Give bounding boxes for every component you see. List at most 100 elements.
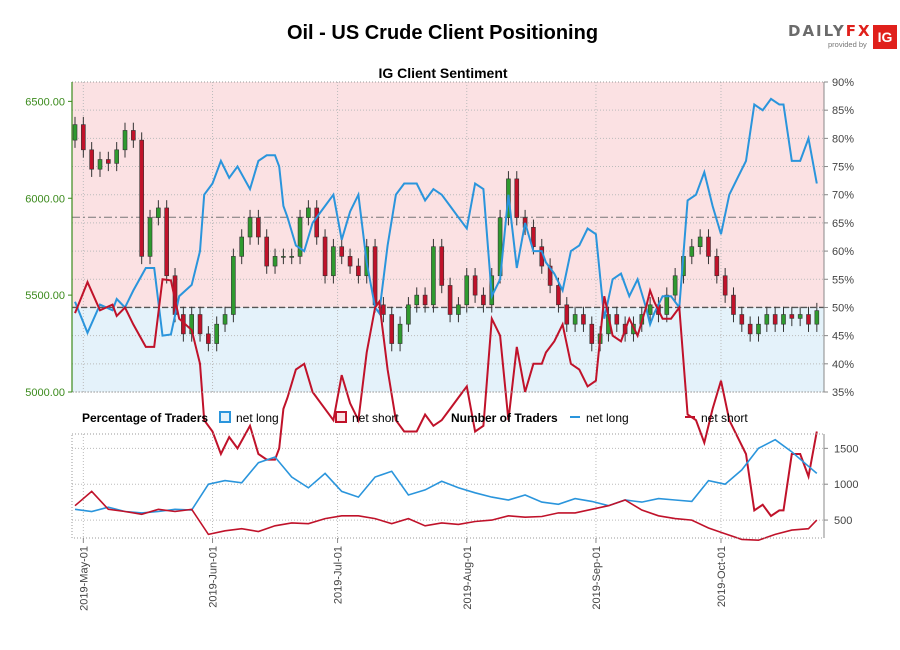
candle-body xyxy=(797,314,803,319)
candle-body xyxy=(389,314,395,344)
count-tick-label: 1500 xyxy=(834,443,858,455)
count-tick-label: 500 xyxy=(834,515,852,527)
candle-body xyxy=(347,256,353,267)
date-axis-ticks: 2019-May-01 2019-Jun-01 2019-Jul-01 2019-Au… xyxy=(78,538,728,611)
date-tick-label: 2019-Oct-01 xyxy=(716,546,728,607)
trader-count-lines xyxy=(74,438,818,542)
candle-body xyxy=(214,323,219,344)
candle-body xyxy=(381,304,386,315)
panel-title: IG Client Sentiment xyxy=(378,65,507,81)
percent-tick-label: 50% xyxy=(832,302,854,314)
lower-panel-frame xyxy=(71,433,825,539)
count-tick-label: 1000 xyxy=(834,479,858,491)
candle-body xyxy=(297,217,303,257)
candle-body xyxy=(664,294,670,315)
candle-body xyxy=(147,217,153,257)
percent-axis-ticks: 35% 40% 45% 50% 55% 60% 65% 70% 75% 80% 85% 90% xyxy=(824,77,854,399)
candle-body xyxy=(481,294,486,306)
candle-body xyxy=(222,314,228,325)
legend-num-title: Number of Traders xyxy=(451,411,558,425)
candle-body xyxy=(331,246,336,277)
logo-provided-by: provided by xyxy=(828,40,867,49)
candle-body xyxy=(397,323,403,344)
percent-tick-label: 40% xyxy=(832,359,854,371)
candle-body xyxy=(672,275,678,296)
candle-body xyxy=(239,236,245,257)
percent-tick-label: 85% xyxy=(832,105,854,117)
candle-body xyxy=(689,246,695,257)
candle-body xyxy=(289,256,295,258)
date-tick-label: 2019-Jul-01 xyxy=(333,546,345,604)
percent-tick-label: 45% xyxy=(832,331,854,343)
candle-body xyxy=(697,236,703,247)
candle-body xyxy=(431,246,436,306)
candle-body xyxy=(706,236,711,257)
candle-body xyxy=(422,294,428,306)
candle-body xyxy=(472,275,478,296)
price-candles xyxy=(72,116,820,352)
candle-body xyxy=(764,314,770,325)
candle-body xyxy=(781,314,786,325)
candle-body xyxy=(89,149,94,170)
percent-tick-label: 80% xyxy=(832,133,854,145)
price-tick-label: 5000.00 xyxy=(25,387,65,399)
candle-body xyxy=(731,294,736,315)
candle-body xyxy=(564,304,570,325)
candle-body xyxy=(131,130,136,141)
percentage-lines xyxy=(74,97,818,518)
candle-body xyxy=(406,304,411,325)
chart-title: Oil - US Crude Client Positioning xyxy=(286,22,599,44)
candle-body xyxy=(747,323,753,335)
candle-body xyxy=(106,159,111,164)
candle-body xyxy=(272,256,278,267)
candle-body xyxy=(97,159,103,170)
candle-body xyxy=(581,314,586,325)
legend-pct-short: net short xyxy=(352,411,399,425)
candle-body xyxy=(547,265,553,286)
candle-body xyxy=(206,333,211,344)
price-axis-ticks: 5000.00 5500.00 6000.00 6500.00 xyxy=(25,96,72,399)
candle-body xyxy=(139,139,144,257)
legend-num-short: net short xyxy=(701,411,748,425)
candle-body xyxy=(589,323,595,344)
lower-grid xyxy=(72,434,824,538)
candle-body xyxy=(164,207,169,277)
candle-body xyxy=(322,236,328,277)
price-tick-label: 6000.00 xyxy=(25,193,65,205)
candle-body xyxy=(531,227,536,247)
percent-tick-label: 65% xyxy=(832,218,854,230)
candle-body xyxy=(647,304,653,315)
candle-body xyxy=(772,314,778,325)
candle-body xyxy=(722,275,728,296)
percent-tick-label: 70% xyxy=(832,190,854,202)
net-long-percent-line xyxy=(74,97,818,337)
net-short-percent-line xyxy=(74,278,818,518)
candle-body xyxy=(356,265,361,277)
reference-lines xyxy=(72,216,824,309)
candle-body xyxy=(464,275,470,306)
date-tick-label: 2019-May-01 xyxy=(78,546,90,611)
count-axis-ticks: 500 1000 1500 xyxy=(824,443,858,527)
candle-body xyxy=(306,207,311,218)
net-short-zone xyxy=(72,82,824,308)
candle-body xyxy=(756,323,761,335)
candle-body xyxy=(556,285,561,306)
candle-body xyxy=(456,304,461,315)
candle-body xyxy=(281,256,286,258)
candle-body xyxy=(231,256,236,315)
dailyfx-logo: DAILYFX provided by IG xyxy=(788,22,900,52)
date-tick-label: 2019-Jun-01 xyxy=(208,546,220,608)
logo-wordmark: DAILYFX xyxy=(788,22,872,40)
candle-body xyxy=(81,124,86,151)
candle-body xyxy=(414,294,420,306)
price-tick-label: 5500.00 xyxy=(25,290,65,302)
candle-body xyxy=(197,314,203,335)
percent-tick-label: 90% xyxy=(832,77,854,89)
candle-body xyxy=(264,236,270,267)
price-tick-label: 6500.00 xyxy=(25,96,65,108)
candle-body xyxy=(314,207,320,238)
candle-body xyxy=(789,314,795,319)
percent-tick-label: 75% xyxy=(832,162,854,174)
candle-body xyxy=(339,246,345,257)
